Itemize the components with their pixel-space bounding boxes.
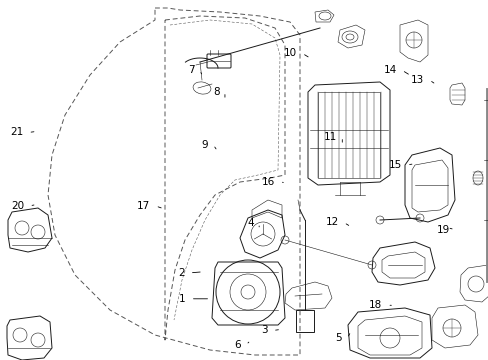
Text: 1: 1 (179, 294, 185, 304)
Text: 19: 19 (436, 225, 449, 235)
Text: 7: 7 (187, 65, 194, 75)
Text: 15: 15 (388, 160, 401, 170)
Text: 11: 11 (324, 132, 337, 142)
Text: 14: 14 (383, 65, 396, 75)
Text: 9: 9 (201, 140, 208, 150)
Text: 4: 4 (247, 218, 254, 228)
Text: 16: 16 (261, 177, 274, 187)
Text: 20: 20 (11, 201, 24, 211)
Text: 6: 6 (234, 340, 241, 350)
Text: 8: 8 (213, 87, 220, 97)
Text: 5: 5 (335, 333, 342, 343)
Text: 21: 21 (10, 127, 23, 138)
Text: 2: 2 (178, 268, 184, 278)
Text: 12: 12 (325, 217, 338, 228)
Text: 10: 10 (284, 48, 297, 58)
Text: 3: 3 (261, 325, 267, 336)
Text: 17: 17 (137, 201, 150, 211)
Text: 13: 13 (410, 75, 424, 85)
Text: 18: 18 (368, 300, 382, 310)
